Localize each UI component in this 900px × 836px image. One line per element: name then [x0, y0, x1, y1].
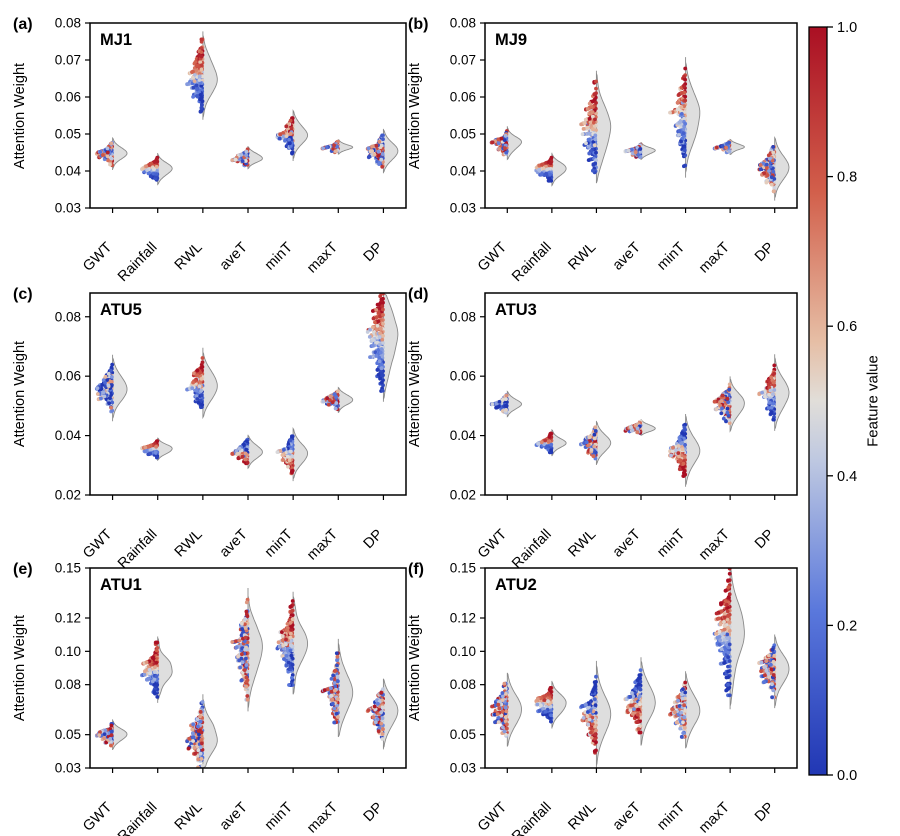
- svg-text:aveT: aveT: [217, 239, 251, 273]
- svg-text:0.05: 0.05: [450, 127, 476, 142]
- svg-text:RWL: RWL: [565, 527, 599, 561]
- svg-text:DP: DP: [752, 527, 778, 553]
- svg-text:0.02: 0.02: [55, 488, 81, 503]
- svg-text:0.04: 0.04: [55, 164, 82, 179]
- svg-text:RWL: RWL: [172, 240, 206, 274]
- svg-text:maxT: maxT: [696, 239, 733, 276]
- svg-text:0.06: 0.06: [450, 369, 476, 384]
- svg-text:0.06: 0.06: [450, 90, 476, 105]
- svg-text:aveT: aveT: [610, 526, 644, 560]
- svg-text:0.04: 0.04: [450, 428, 477, 443]
- svg-text:ATU3: ATU3: [495, 301, 537, 319]
- svg-text:0.04: 0.04: [55, 428, 82, 443]
- svg-text:0.03: 0.03: [450, 201, 476, 216]
- svg-text:MJ9: MJ9: [495, 31, 527, 49]
- svg-text:0.06: 0.06: [55, 90, 81, 105]
- svg-text:0.08: 0.08: [55, 16, 81, 31]
- svg-text:Rainfall: Rainfall: [509, 527, 555, 573]
- svg-text:aveT: aveT: [217, 526, 251, 560]
- svg-text:RWL: RWL: [565, 240, 599, 274]
- svg-text:MJ1: MJ1: [100, 31, 132, 49]
- svg-text:0.03: 0.03: [55, 201, 81, 216]
- svg-text:0.02: 0.02: [450, 488, 476, 503]
- svg-text:minT: minT: [654, 526, 688, 560]
- svg-text:minT: minT: [262, 526, 296, 560]
- svg-text:DP: DP: [361, 240, 387, 266]
- svg-text:GWT: GWT: [80, 526, 115, 561]
- svg-text:GWT: GWT: [475, 526, 510, 561]
- svg-text:RWL: RWL: [172, 527, 206, 561]
- svg-text:Rainfall: Rainfall: [115, 240, 161, 286]
- svg-text:minT: minT: [654, 239, 688, 273]
- svg-text:maxT: maxT: [304, 526, 341, 563]
- svg-text:DP: DP: [752, 240, 778, 266]
- svg-text:Rainfall: Rainfall: [509, 240, 555, 286]
- svg-text:maxT: maxT: [304, 239, 341, 276]
- svg-text:GWT: GWT: [475, 239, 510, 274]
- svg-text:DP: DP: [361, 527, 387, 553]
- svg-text:0.05: 0.05: [55, 127, 81, 142]
- svg-text:0.08: 0.08: [450, 309, 476, 324]
- svg-text:0.08: 0.08: [55, 309, 81, 324]
- svg-text:0.06: 0.06: [55, 369, 81, 384]
- svg-text:0.04: 0.04: [450, 164, 477, 179]
- svg-text:Rainfall: Rainfall: [115, 527, 161, 573]
- svg-text:GWT: GWT: [80, 239, 115, 274]
- svg-text:ATU5: ATU5: [100, 301, 142, 319]
- svg-text:maxT: maxT: [696, 526, 733, 563]
- svg-text:0.07: 0.07: [55, 53, 81, 68]
- svg-text:0.07: 0.07: [450, 53, 476, 68]
- svg-text:minT: minT: [262, 239, 296, 273]
- svg-text:aveT: aveT: [610, 239, 644, 273]
- svg-text:0.08: 0.08: [450, 16, 476, 31]
